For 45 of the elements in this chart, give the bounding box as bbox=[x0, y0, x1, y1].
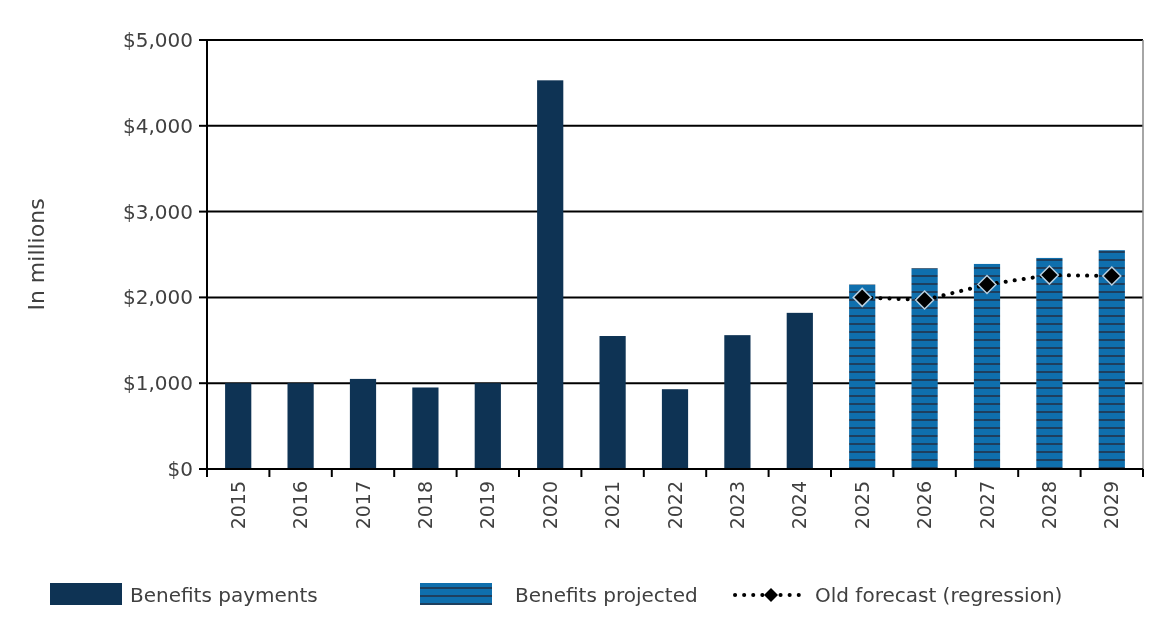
legend-label: Benefits projected bbox=[515, 583, 698, 607]
x-tick-label: 2016 bbox=[289, 481, 312, 530]
x-tick-label: 2028 bbox=[1038, 481, 1061, 530]
x-tick-label: 2029 bbox=[1100, 481, 1123, 530]
bar bbox=[599, 336, 626, 469]
bar bbox=[911, 268, 938, 469]
legend-label: Old forecast (regression) bbox=[815, 583, 1063, 607]
x-tick-label: 2015 bbox=[226, 481, 249, 530]
x-tick-label: 2022 bbox=[663, 481, 686, 530]
bar bbox=[474, 383, 501, 469]
x-tick-label: 2018 bbox=[414, 481, 437, 530]
y-tick-label: $3,000 bbox=[123, 199, 193, 224]
bar bbox=[412, 387, 439, 469]
bar bbox=[849, 284, 876, 469]
bar bbox=[724, 335, 751, 469]
point bbox=[977, 274, 997, 295]
x-tick-label: 2026 bbox=[913, 481, 936, 530]
y-tick-label: $1,000 bbox=[123, 371, 193, 396]
x-tick-label: 2019 bbox=[476, 481, 499, 530]
point bbox=[1102, 266, 1122, 286]
x-tick-label: 2017 bbox=[351, 481, 374, 530]
y-tick-label: $2,000 bbox=[123, 285, 193, 310]
y-tick-label: $4,000 bbox=[123, 113, 193, 138]
x-tick-label: 2025 bbox=[850, 481, 873, 530]
bar bbox=[349, 378, 377, 469]
y-tick-label: $5,000 bbox=[123, 28, 193, 52]
y-tick-label: $0 bbox=[167, 457, 193, 481]
y-axis-title: In millions bbox=[24, 198, 49, 311]
bar bbox=[661, 389, 689, 469]
bar bbox=[1036, 257, 1063, 469]
x-tick-label: 2024 bbox=[788, 481, 811, 530]
point bbox=[1039, 265, 1060, 285]
point bbox=[852, 287, 872, 308]
x-tick-label: 2021 bbox=[601, 481, 624, 530]
bar bbox=[786, 312, 813, 469]
x-tick-label: 2023 bbox=[726, 481, 749, 530]
bar bbox=[287, 383, 314, 469]
bar bbox=[1098, 250, 1125, 469]
bar bbox=[973, 263, 1001, 469]
x-tick-label: 2020 bbox=[538, 481, 561, 530]
bar bbox=[225, 383, 252, 469]
x-tick-label: 2027 bbox=[975, 481, 998, 530]
point bbox=[914, 290, 935, 310]
legend-label: Benefits payments bbox=[130, 583, 318, 607]
bar bbox=[537, 80, 564, 469]
